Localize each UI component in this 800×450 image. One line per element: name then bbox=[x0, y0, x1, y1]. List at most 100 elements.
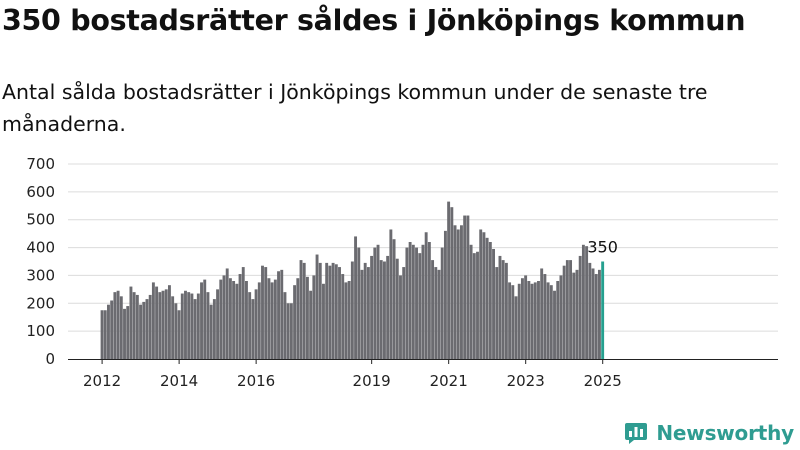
x-tick-label: 2016 bbox=[237, 372, 275, 390]
bar bbox=[267, 278, 271, 359]
bar bbox=[261, 265, 264, 359]
bar bbox=[190, 293, 194, 359]
bar bbox=[575, 269, 579, 359]
bar bbox=[572, 272, 576, 359]
bar bbox=[193, 299, 197, 359]
bar bbox=[347, 281, 351, 359]
bar bbox=[456, 229, 460, 359]
bar bbox=[460, 225, 463, 359]
newsworthy-brand[interactable]: Newsworthy bbox=[624, 420, 794, 446]
bar bbox=[392, 239, 396, 359]
bar bbox=[498, 255, 502, 359]
bar bbox=[533, 282, 537, 359]
bar bbox=[251, 299, 255, 359]
bar bbox=[524, 275, 528, 359]
bar bbox=[508, 282, 512, 359]
bar bbox=[116, 290, 120, 359]
bar bbox=[585, 246, 589, 359]
bar bbox=[110, 300, 114, 359]
bar bbox=[562, 265, 566, 359]
bar bbox=[315, 254, 319, 359]
bar bbox=[245, 281, 248, 359]
bar bbox=[450, 207, 454, 359]
bar bbox=[305, 276, 309, 359]
bar bbox=[488, 242, 492, 359]
bar bbox=[126, 306, 130, 359]
bar bbox=[517, 283, 521, 359]
bar bbox=[492, 248, 495, 359]
bar bbox=[322, 283, 325, 359]
bar bbox=[296, 278, 300, 359]
bar bbox=[174, 303, 178, 359]
y-tick-label: 300 bbox=[26, 266, 55, 284]
bar bbox=[167, 285, 171, 359]
bar bbox=[424, 232, 428, 359]
bar bbox=[437, 269, 441, 359]
bar bbox=[155, 286, 159, 359]
bar bbox=[196, 293, 200, 359]
bar bbox=[264, 267, 268, 359]
y-tick-label: 600 bbox=[26, 183, 55, 201]
bar bbox=[132, 292, 136, 359]
bar bbox=[100, 310, 104, 359]
bar bbox=[520, 278, 524, 359]
bar bbox=[286, 303, 290, 359]
bar bbox=[553, 290, 556, 359]
bar bbox=[549, 285, 553, 359]
bar bbox=[376, 244, 380, 359]
bar bbox=[540, 268, 544, 359]
bar bbox=[466, 215, 470, 359]
bar bbox=[148, 294, 152, 359]
bar bbox=[273, 279, 277, 359]
bar bbox=[546, 282, 550, 359]
bar bbox=[235, 283, 239, 359]
bar bbox=[565, 260, 569, 359]
bar bbox=[370, 255, 374, 359]
bar bbox=[187, 292, 191, 359]
bar bbox=[270, 282, 274, 359]
y-tick-label: 100 bbox=[26, 322, 55, 340]
bar bbox=[588, 262, 592, 359]
bar bbox=[135, 294, 139, 359]
bar bbox=[338, 267, 341, 359]
bar bbox=[328, 265, 332, 359]
bar bbox=[161, 290, 165, 359]
bar bbox=[177, 310, 181, 359]
bar bbox=[504, 262, 508, 359]
bar bbox=[469, 244, 473, 359]
bar bbox=[543, 274, 547, 359]
bar bbox=[357, 247, 361, 359]
bar-highlight bbox=[601, 261, 605, 359]
bar bbox=[399, 275, 402, 359]
bar bbox=[382, 261, 386, 359]
brand-name: Newsworthy bbox=[656, 421, 794, 445]
bar bbox=[447, 201, 451, 359]
bar bbox=[395, 258, 399, 359]
bar bbox=[597, 269, 601, 359]
bar bbox=[354, 236, 358, 359]
bar bbox=[241, 267, 245, 359]
bar bbox=[180, 293, 184, 359]
bar bbox=[289, 303, 293, 359]
highlight-value-label: 350 bbox=[587, 238, 618, 257]
bar bbox=[514, 296, 518, 359]
bar bbox=[107, 304, 110, 359]
bar bbox=[511, 285, 515, 359]
bar bbox=[556, 281, 560, 359]
bar bbox=[341, 274, 345, 359]
bar bbox=[280, 269, 284, 359]
bar bbox=[184, 290, 187, 359]
bar bbox=[222, 275, 226, 359]
bar bbox=[209, 304, 213, 359]
bar bbox=[421, 244, 425, 359]
bar bbox=[453, 225, 457, 359]
bar bbox=[142, 301, 146, 359]
bar bbox=[299, 260, 303, 359]
bar bbox=[171, 296, 175, 359]
chart-annotation: 350 bbox=[587, 238, 618, 257]
x-axis bbox=[68, 359, 778, 364]
bar bbox=[254, 289, 258, 359]
bar bbox=[440, 247, 444, 359]
bar bbox=[219, 279, 223, 359]
